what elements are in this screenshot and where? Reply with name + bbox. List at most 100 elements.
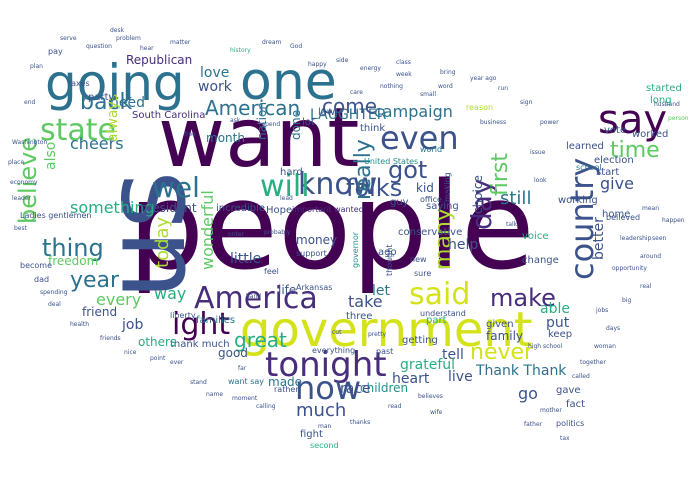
word-got: got [388, 156, 428, 184]
word-wife: wife [430, 409, 443, 416]
word-world: world [420, 145, 443, 154]
word-still: still [500, 188, 532, 209]
word-given: given [486, 319, 514, 330]
word-hope: Hope [266, 205, 293, 216]
word-god: God [290, 43, 303, 50]
word-united-states: United States [364, 157, 419, 166]
word-wonderful: wonderful [198, 190, 217, 270]
word-days: days [606, 325, 621, 332]
word-health: health [70, 321, 89, 328]
word-together: together [580, 359, 606, 366]
word-guy: guy [390, 197, 409, 208]
word-learned: learned [566, 141, 604, 152]
word-fight: fight [300, 429, 323, 440]
word-others: others [138, 335, 177, 349]
word-able: able [540, 301, 570, 317]
word-tax: tax [560, 435, 570, 442]
word-stand: stand [190, 379, 207, 386]
word-start: start [596, 167, 620, 178]
word-office: office [420, 195, 442, 204]
word-year-ago: year ago [470, 75, 497, 82]
word-choice: choice [471, 175, 485, 214]
word-voice: voice [522, 231, 549, 242]
word-matter: matter [170, 39, 191, 46]
word-thanks: thanks [350, 419, 371, 426]
word-lot: lot [302, 117, 315, 128]
word-calling: calling [256, 403, 276, 410]
word-big: big [622, 297, 632, 304]
word-serve: serve [60, 35, 77, 42]
word-man: man [318, 423, 332, 430]
word-week: week [396, 71, 412, 78]
word-washington: Washington [12, 139, 48, 146]
word-today: today [152, 216, 173, 268]
word-even: even [380, 119, 459, 157]
word-campaign: campaign [374, 102, 453, 121]
word-tonight: tonight [265, 345, 387, 385]
word-happen: happen [662, 217, 685, 224]
word-liberty: liberty [170, 311, 196, 320]
word-run: run [498, 85, 509, 92]
word-one: one [240, 52, 337, 112]
word-economy: economy [10, 179, 38, 186]
word-problem: problem [116, 35, 141, 42]
word-spend: spend [262, 121, 281, 128]
word-history: history [230, 47, 251, 54]
word-south-carolina: South Carolina [132, 110, 206, 121]
word-place: place [8, 159, 25, 166]
word-great: great [234, 328, 287, 352]
word-everything: everything [312, 346, 356, 355]
word-american: American [205, 96, 301, 120]
word-friend: friend [82, 305, 118, 319]
word-president: president [140, 201, 197, 215]
word-said: said [409, 277, 471, 312]
word-sure: sure [414, 269, 432, 278]
word-nice: nice [124, 349, 137, 356]
word-believes: believes [418, 393, 443, 400]
word-person: person [668, 115, 689, 122]
word-three: three [346, 311, 373, 322]
word-energy: energy [360, 65, 381, 72]
word-small: small [420, 91, 436, 98]
word-started: started [646, 83, 682, 94]
word-incredible: incredible [216, 203, 266, 214]
word-power: power [540, 119, 559, 126]
word-way: way [154, 284, 187, 303]
word-kid: kid [416, 181, 434, 195]
word-thank-much: thank much [170, 339, 230, 350]
word-conservative: conservative [398, 227, 463, 238]
word-called: called [572, 373, 590, 380]
word-love: love [200, 65, 230, 81]
word-something: something [70, 198, 155, 217]
word-dad: dad [34, 275, 50, 284]
word-month: month [206, 131, 245, 145]
word-mother: mother [540, 407, 562, 414]
word-race: race [340, 381, 371, 397]
word-come: come [322, 94, 378, 118]
word-moment: moment [232, 395, 258, 402]
word-order: order [228, 231, 244, 238]
word-family: family [486, 329, 524, 343]
word-high-school: high school [528, 343, 563, 350]
word-around: around [640, 253, 662, 260]
word-pay: pay [48, 47, 63, 56]
word-happy: happy [308, 61, 327, 68]
word-laughter: LAUGHTER [310, 107, 387, 123]
word-second: second [310, 441, 339, 450]
word-cut: cut [332, 329, 342, 336]
word-desk: desk [110, 27, 125, 34]
word-believed: believed [606, 213, 641, 222]
word-help: help [448, 237, 479, 253]
word-taxes: taxes [68, 79, 90, 88]
word-vote: vote [604, 125, 627, 136]
word-free: free [184, 131, 196, 138]
word-done: done [289, 110, 303, 140]
word-want: want [158, 91, 360, 186]
word-lead: lead [280, 195, 293, 202]
word-ever: ever [170, 359, 184, 366]
word-important: important wanted [292, 205, 364, 214]
word-made: made [268, 375, 303, 389]
word-home: home [602, 209, 631, 220]
word-bring: bring [440, 69, 456, 76]
word-care: care [350, 89, 364, 96]
